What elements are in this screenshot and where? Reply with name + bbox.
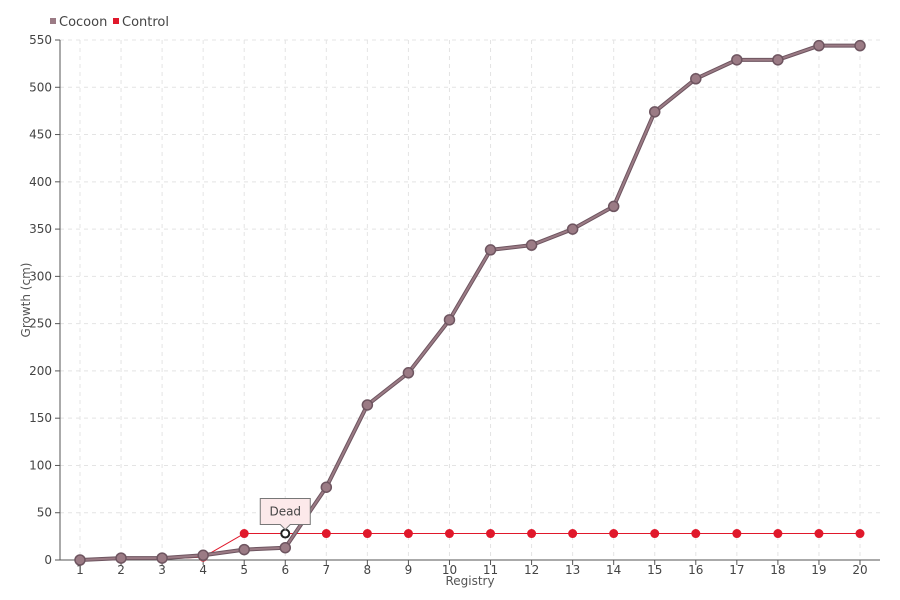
x-tick-label: 20: [852, 563, 867, 577]
legend-swatch: [113, 18, 119, 24]
x-tick-label: 19: [811, 563, 826, 577]
y-tick-label: 300: [29, 269, 52, 283]
data-point: [732, 529, 742, 539]
x-tick-label: 9: [405, 563, 413, 577]
data-point: [814, 529, 824, 539]
data-point: [74, 554, 86, 566]
data-point: [691, 529, 701, 539]
data-point-highlighted: [280, 528, 291, 539]
data-point: [566, 223, 579, 235]
x-tick-label: 14: [606, 563, 621, 577]
data-point: [813, 39, 825, 52]
tooltip-label: Dead: [269, 505, 301, 519]
y-tick-label: 150: [29, 411, 52, 425]
y-tick-label: 550: [29, 33, 52, 47]
data-point: [773, 529, 783, 539]
x-tick-label: 3: [158, 563, 166, 577]
data-point: [527, 529, 537, 539]
data-point: [690, 73, 702, 85]
x-tick-label: 8: [364, 563, 372, 577]
x-tick-label: 17: [729, 563, 744, 577]
data-point: [854, 39, 866, 52]
data-point: [156, 552, 168, 564]
data-point: [403, 529, 413, 539]
data-point: [648, 106, 661, 118]
data-point: [772, 54, 784, 66]
y-tick-label: 500: [29, 80, 52, 94]
data-point: [609, 529, 619, 539]
data-point: [197, 549, 209, 562]
data-point: [115, 552, 127, 564]
legend-label: Control: [122, 15, 169, 30]
data-point: [239, 529, 249, 539]
x-tick-label: 13: [565, 563, 580, 577]
legend-item-cocoon: Cocoon: [50, 15, 107, 30]
data-point: [731, 54, 743, 66]
data-point: [361, 399, 374, 411]
x-axis-title: Registry: [445, 574, 494, 588]
x-tick-label: 1: [76, 563, 84, 577]
annotation-tooltip: Dead: [259, 498, 311, 531]
data-point: [525, 239, 538, 251]
data-point: [484, 244, 497, 256]
data-point: [486, 529, 496, 539]
y-tick-label: 100: [29, 458, 52, 472]
data-point: [238, 543, 250, 556]
x-tick-label: 5: [240, 563, 248, 577]
data-point: [362, 529, 372, 539]
legend-label: Cocoon: [59, 15, 107, 30]
x-tick-label: 11: [483, 563, 498, 577]
data-point: [320, 481, 333, 493]
annotation-layer: Dead: [259, 498, 311, 531]
y-tick-label: 0: [44, 553, 52, 567]
series-layer: [74, 39, 866, 566]
data-point: [321, 529, 331, 539]
data-point: [650, 529, 660, 539]
grid: [60, 39, 880, 560]
legend-swatch: [50, 18, 56, 24]
y-tick-label: 400: [29, 175, 52, 189]
data-point: [607, 200, 620, 213]
x-tick-label: 6: [281, 563, 289, 577]
series-line-shadow: [79, 43, 860, 562]
series-line: [79, 44, 860, 561]
data-point: [402, 367, 415, 379]
y-tick-label: 350: [29, 222, 52, 236]
tooltip-box: [259, 498, 311, 531]
y-tick-label: 450: [29, 128, 52, 142]
data-point: [855, 529, 865, 539]
x-tick-label: 15: [647, 563, 662, 577]
data-point: [444, 529, 454, 539]
y-tick-label: 200: [29, 364, 52, 378]
y-tick-label: 250: [29, 317, 52, 331]
x-tick-label: 18: [770, 563, 785, 577]
x-tick-label: 7: [322, 563, 330, 577]
legend-item-control: Control: [113, 15, 169, 30]
series-control: [75, 528, 865, 565]
data-point: [279, 541, 292, 554]
x-tick-label: 16: [688, 563, 703, 577]
y-axis-title: Growth (cm): [19, 263, 33, 338]
x-tick-label: 12: [524, 563, 539, 577]
y-tick-label: 50: [37, 506, 52, 520]
data-point: [568, 529, 578, 539]
x-tick-label: 10: [442, 563, 457, 577]
legend: Cocoon Control: [50, 15, 169, 30]
x-tick-label: 2: [117, 563, 125, 577]
data-point: [443, 314, 456, 326]
series-cocoon: [74, 39, 866, 566]
x-tick-label: 4: [199, 563, 207, 577]
